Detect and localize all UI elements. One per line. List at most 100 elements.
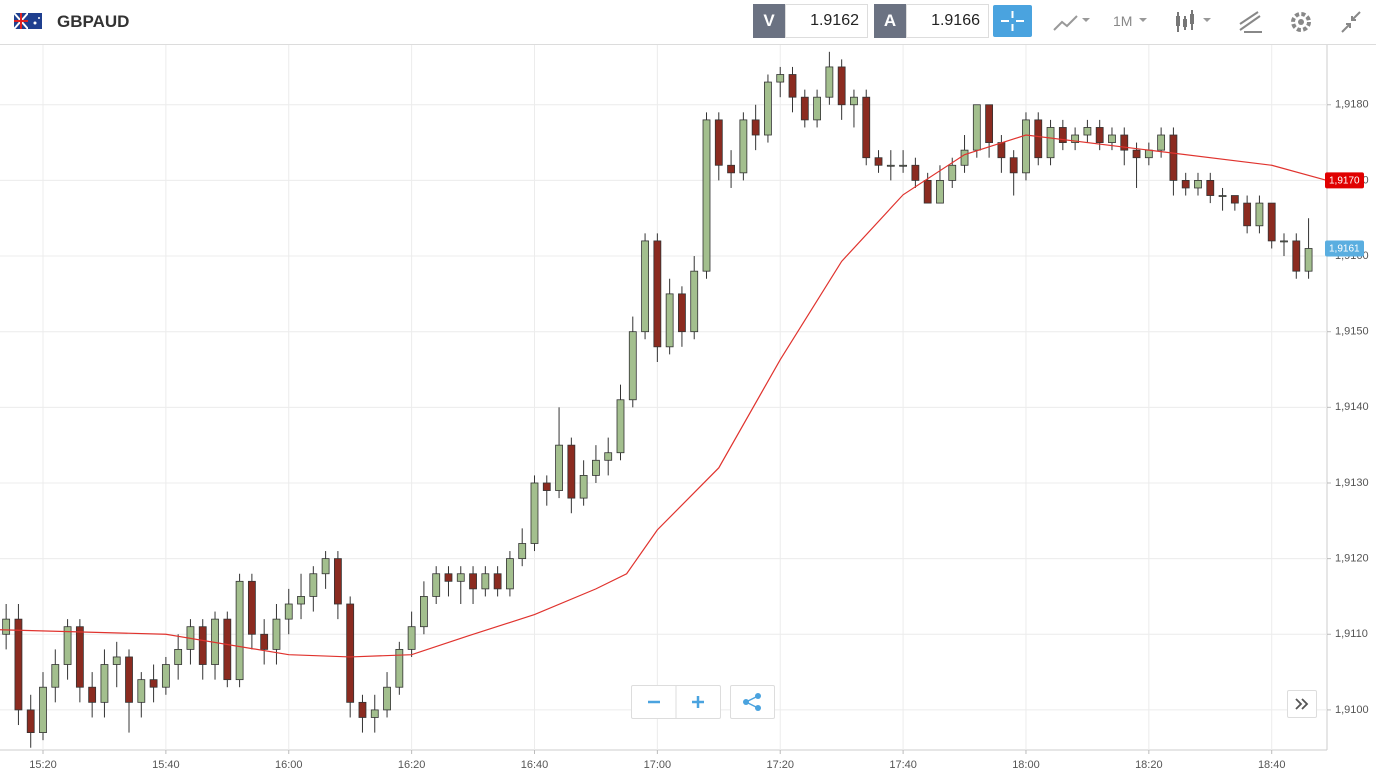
candle-body [665, 293, 674, 348]
settings-button[interactable] [1287, 0, 1315, 44]
candle-body [1083, 127, 1092, 136]
candle-body [923, 180, 932, 204]
candle-body [137, 679, 146, 703]
x-tick-label: 18:40 [1258, 759, 1286, 771]
candle-body [1255, 202, 1264, 227]
crosshair-button[interactable] [993, 5, 1032, 37]
bid-label[interactable]: V [753, 4, 785, 38]
candle-body [1206, 180, 1215, 196]
candle-body [1230, 195, 1239, 204]
candle-body [555, 444, 563, 491]
candle-body [936, 180, 944, 204]
candle-body [1009, 157, 1018, 174]
y-tick-label: 1,9140 [1335, 401, 1369, 413]
zoom-buttons[interactable] [631, 685, 721, 719]
y-tick-label: 1,9100 [1335, 704, 1369, 716]
ask-label[interactable]: A [874, 4, 906, 38]
candle-body [948, 164, 957, 181]
candle-body [690, 270, 699, 333]
x-tick-label: 17:40 [889, 759, 917, 771]
candle-body [493, 573, 502, 590]
candle-body [14, 618, 23, 711]
share-button[interactable] [730, 685, 775, 719]
candle-body [75, 626, 84, 688]
candle-body [198, 626, 207, 665]
candle-body [825, 66, 834, 98]
candle-body [149, 679, 158, 688]
candle-body [800, 96, 809, 121]
candle-body [1181, 180, 1190, 189]
candle-body [125, 656, 133, 703]
candle-body [702, 119, 711, 272]
candle-body [1218, 195, 1227, 197]
candle-body [174, 648, 183, 665]
candle-body [641, 240, 649, 333]
candle-body [727, 164, 735, 174]
candle-body [260, 633, 269, 650]
candle-body [63, 626, 72, 665]
candle-body [88, 686, 97, 703]
candle-body [1157, 134, 1166, 151]
candle-body [616, 399, 625, 454]
x-tick-label: 17:20 [766, 759, 794, 771]
candle-body [26, 709, 35, 734]
x-tick-label: 15:20 [29, 759, 57, 771]
price-tag [1325, 240, 1364, 257]
candle-body [653, 240, 662, 348]
candle-body [1046, 127, 1055, 159]
ask-price[interactable]: 1.9166 [906, 4, 989, 38]
candle-body [813, 96, 821, 121]
candle-body [456, 573, 465, 582]
candle-body [1132, 149, 1141, 159]
candle-body [309, 573, 318, 597]
candle-body [2, 618, 11, 635]
candle-body [579, 475, 588, 499]
candle-body [1280, 240, 1288, 243]
candle-body [1022, 119, 1030, 174]
x-tick-label: 17:00 [644, 759, 672, 771]
candle-body [333, 558, 342, 605]
candle-body [862, 96, 871, 159]
candle-body [321, 558, 330, 575]
bid-price[interactable]: 1.9162 [785, 4, 868, 38]
candle-body [530, 482, 539, 544]
price-tag-label: 1,9170 [1329, 176, 1360, 187]
candle-body [960, 149, 969, 166]
indicator-button[interactable] [1050, 0, 1100, 44]
candle-body [714, 119, 723, 166]
x-tick-label: 18:00 [1012, 759, 1040, 771]
draw-button[interactable] [1236, 0, 1266, 44]
x-tick-label: 16:00 [275, 759, 303, 771]
symbol: GBPAUD [57, 12, 130, 31]
x-tick-label: 18:20 [1135, 759, 1163, 771]
candle-body [1034, 119, 1043, 159]
candle-body [383, 686, 391, 711]
candle-body [764, 81, 772, 136]
candle-body [911, 164, 920, 181]
candle-body [346, 603, 355, 703]
candle-body [444, 573, 453, 582]
candle-body [1169, 134, 1178, 181]
candle-body [997, 142, 1006, 159]
candle-body [739, 119, 748, 174]
candle-body [100, 664, 109, 703]
candle-body [972, 104, 981, 151]
candle-body [518, 543, 527, 560]
candle-body [247, 580, 256, 635]
candle-body [850, 96, 858, 106]
y-tick-label: 1,9110 [1335, 628, 1368, 640]
candle-body [899, 164, 907, 167]
price-tag-label: 1,9161 [1329, 244, 1360, 255]
candle-body [1292, 240, 1301, 272]
chart-type-button[interactable] [1172, 0, 1218, 44]
timeframe[interactable]: 1M [1113, 13, 1133, 29]
candle-body [874, 157, 883, 166]
toolbar: GBPAUD V 1.9162 A 1.9166 1M [0, 0, 1376, 45]
timeframe-arrow[interactable] [1136, 0, 1156, 44]
scroll-end-button[interactable] [1287, 690, 1317, 718]
candle-body [542, 482, 551, 491]
candle-body [592, 459, 600, 476]
collapse-button[interactable] [1338, 0, 1366, 44]
